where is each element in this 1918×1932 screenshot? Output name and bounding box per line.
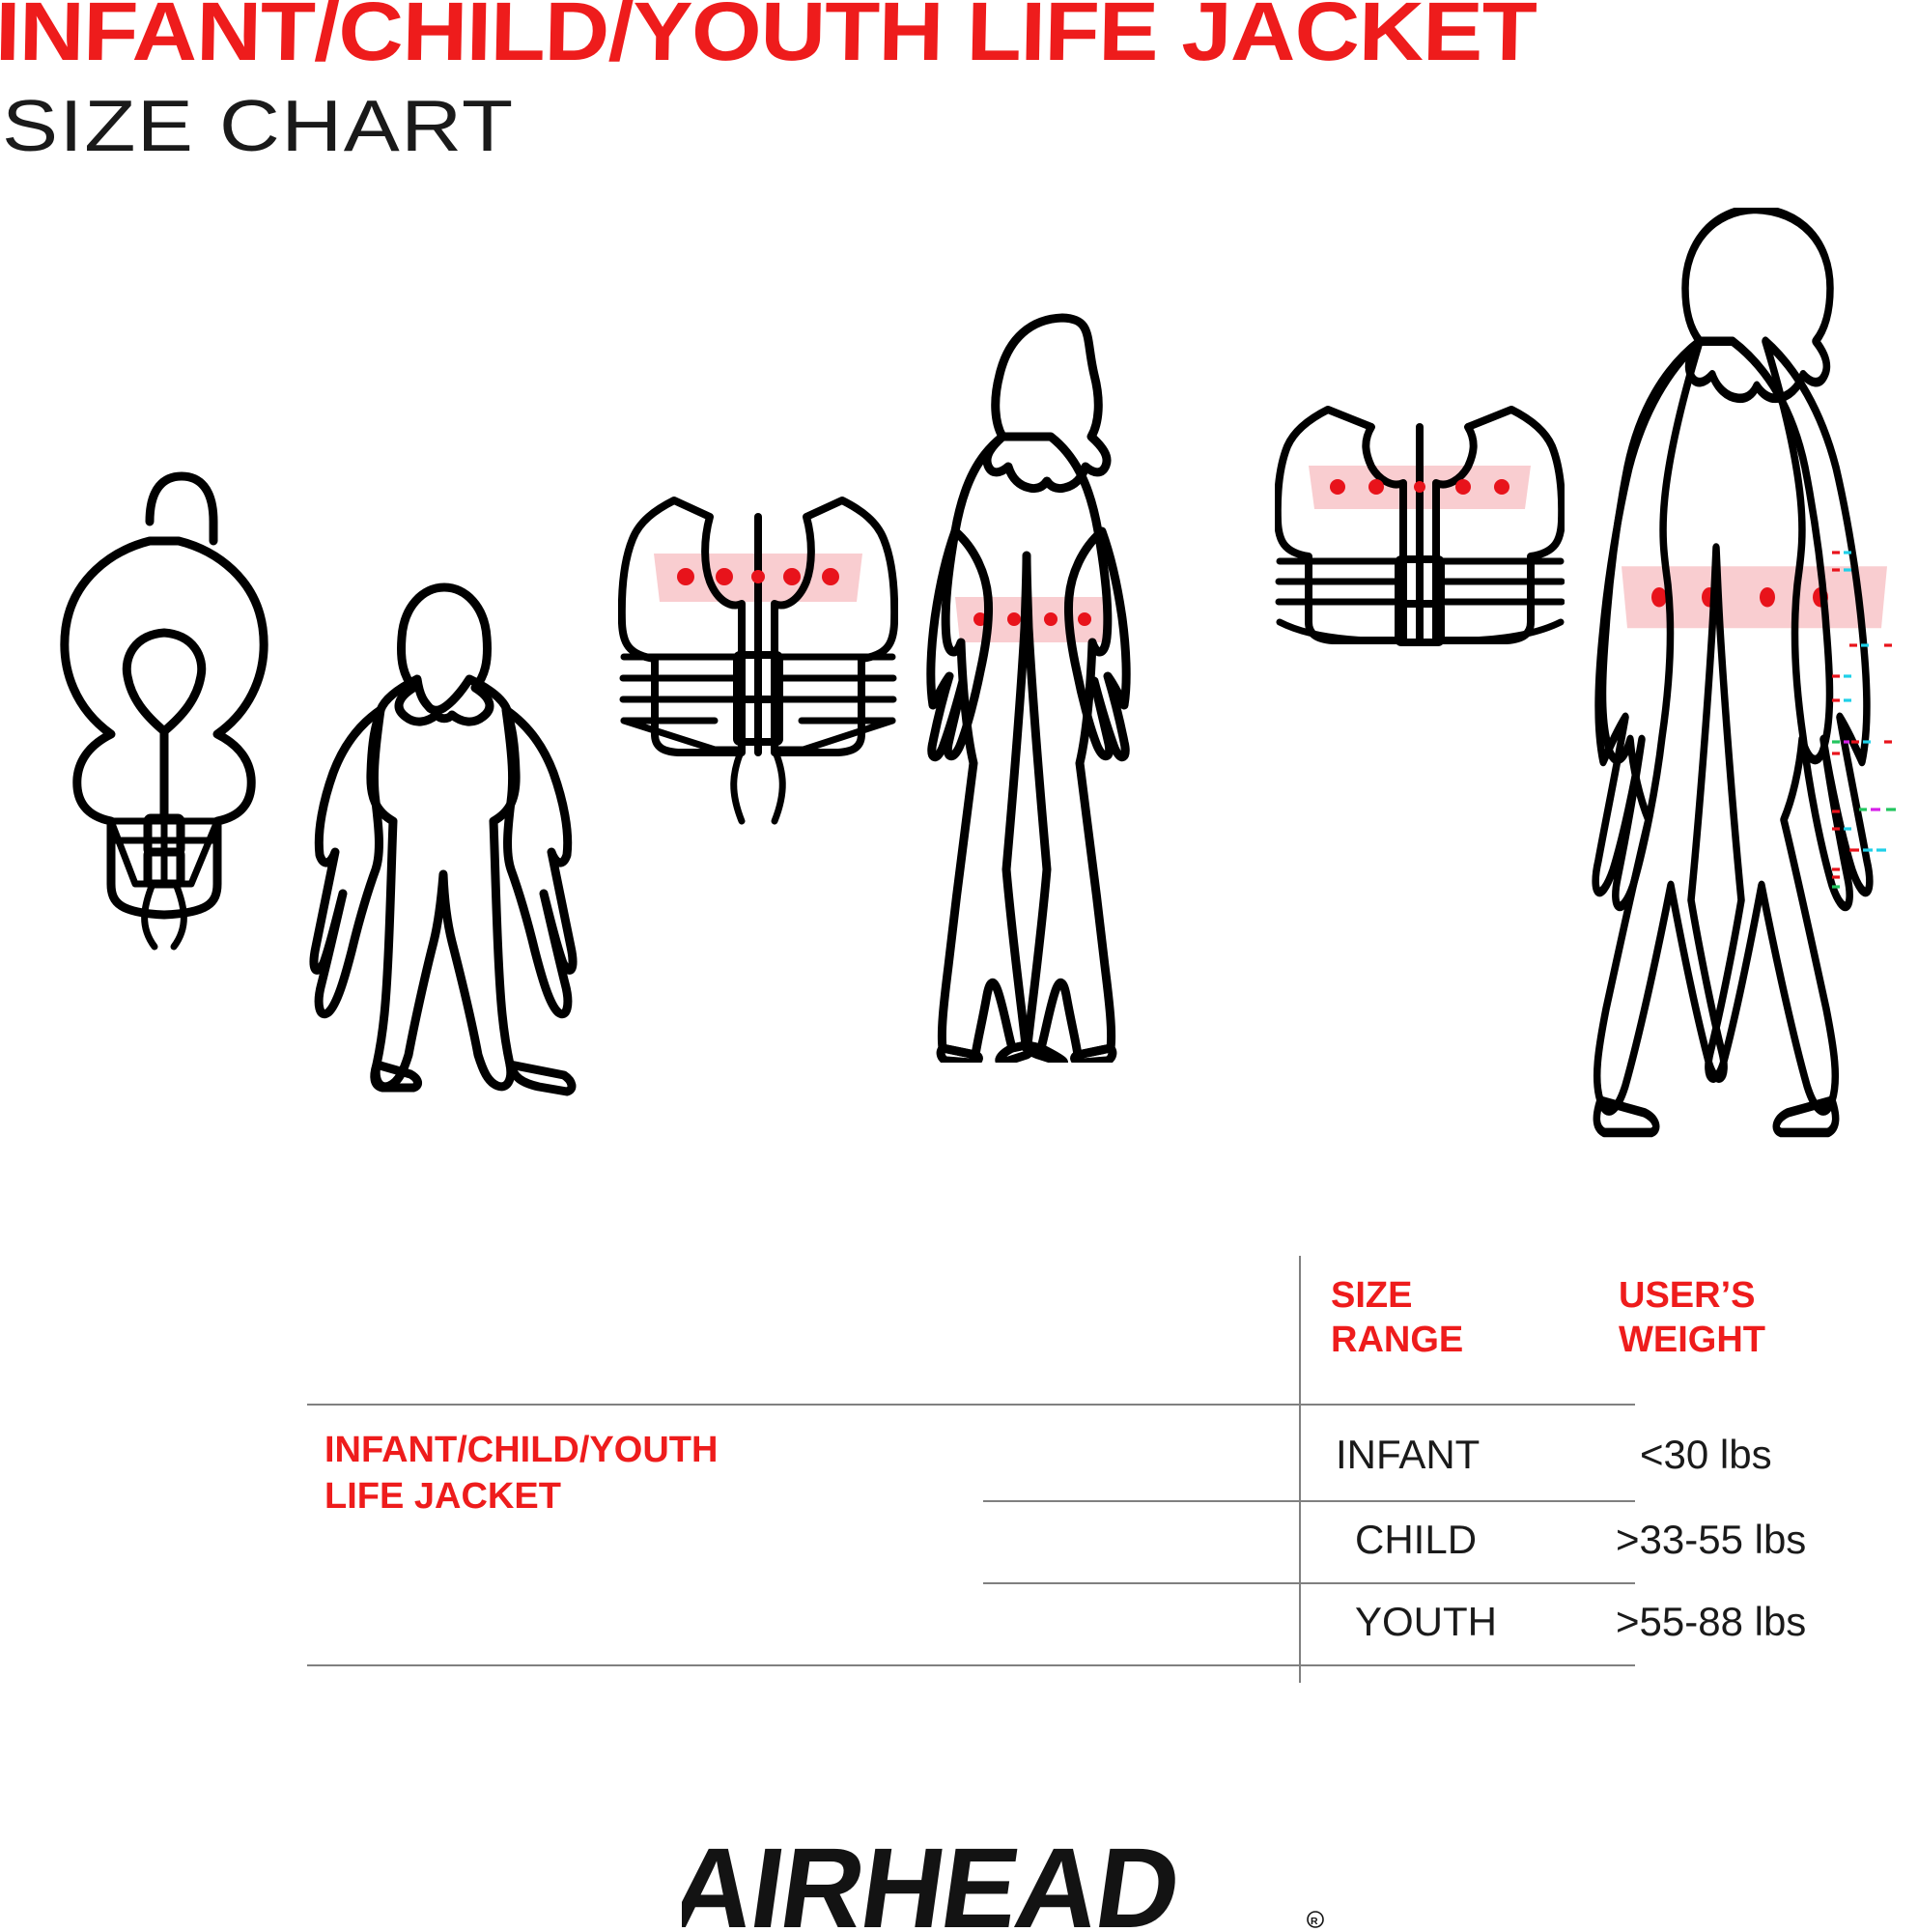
svg-text:AIRHEAD: AIRHEAD (682, 1826, 1186, 1932)
svg-text:R: R (1311, 1916, 1318, 1927)
